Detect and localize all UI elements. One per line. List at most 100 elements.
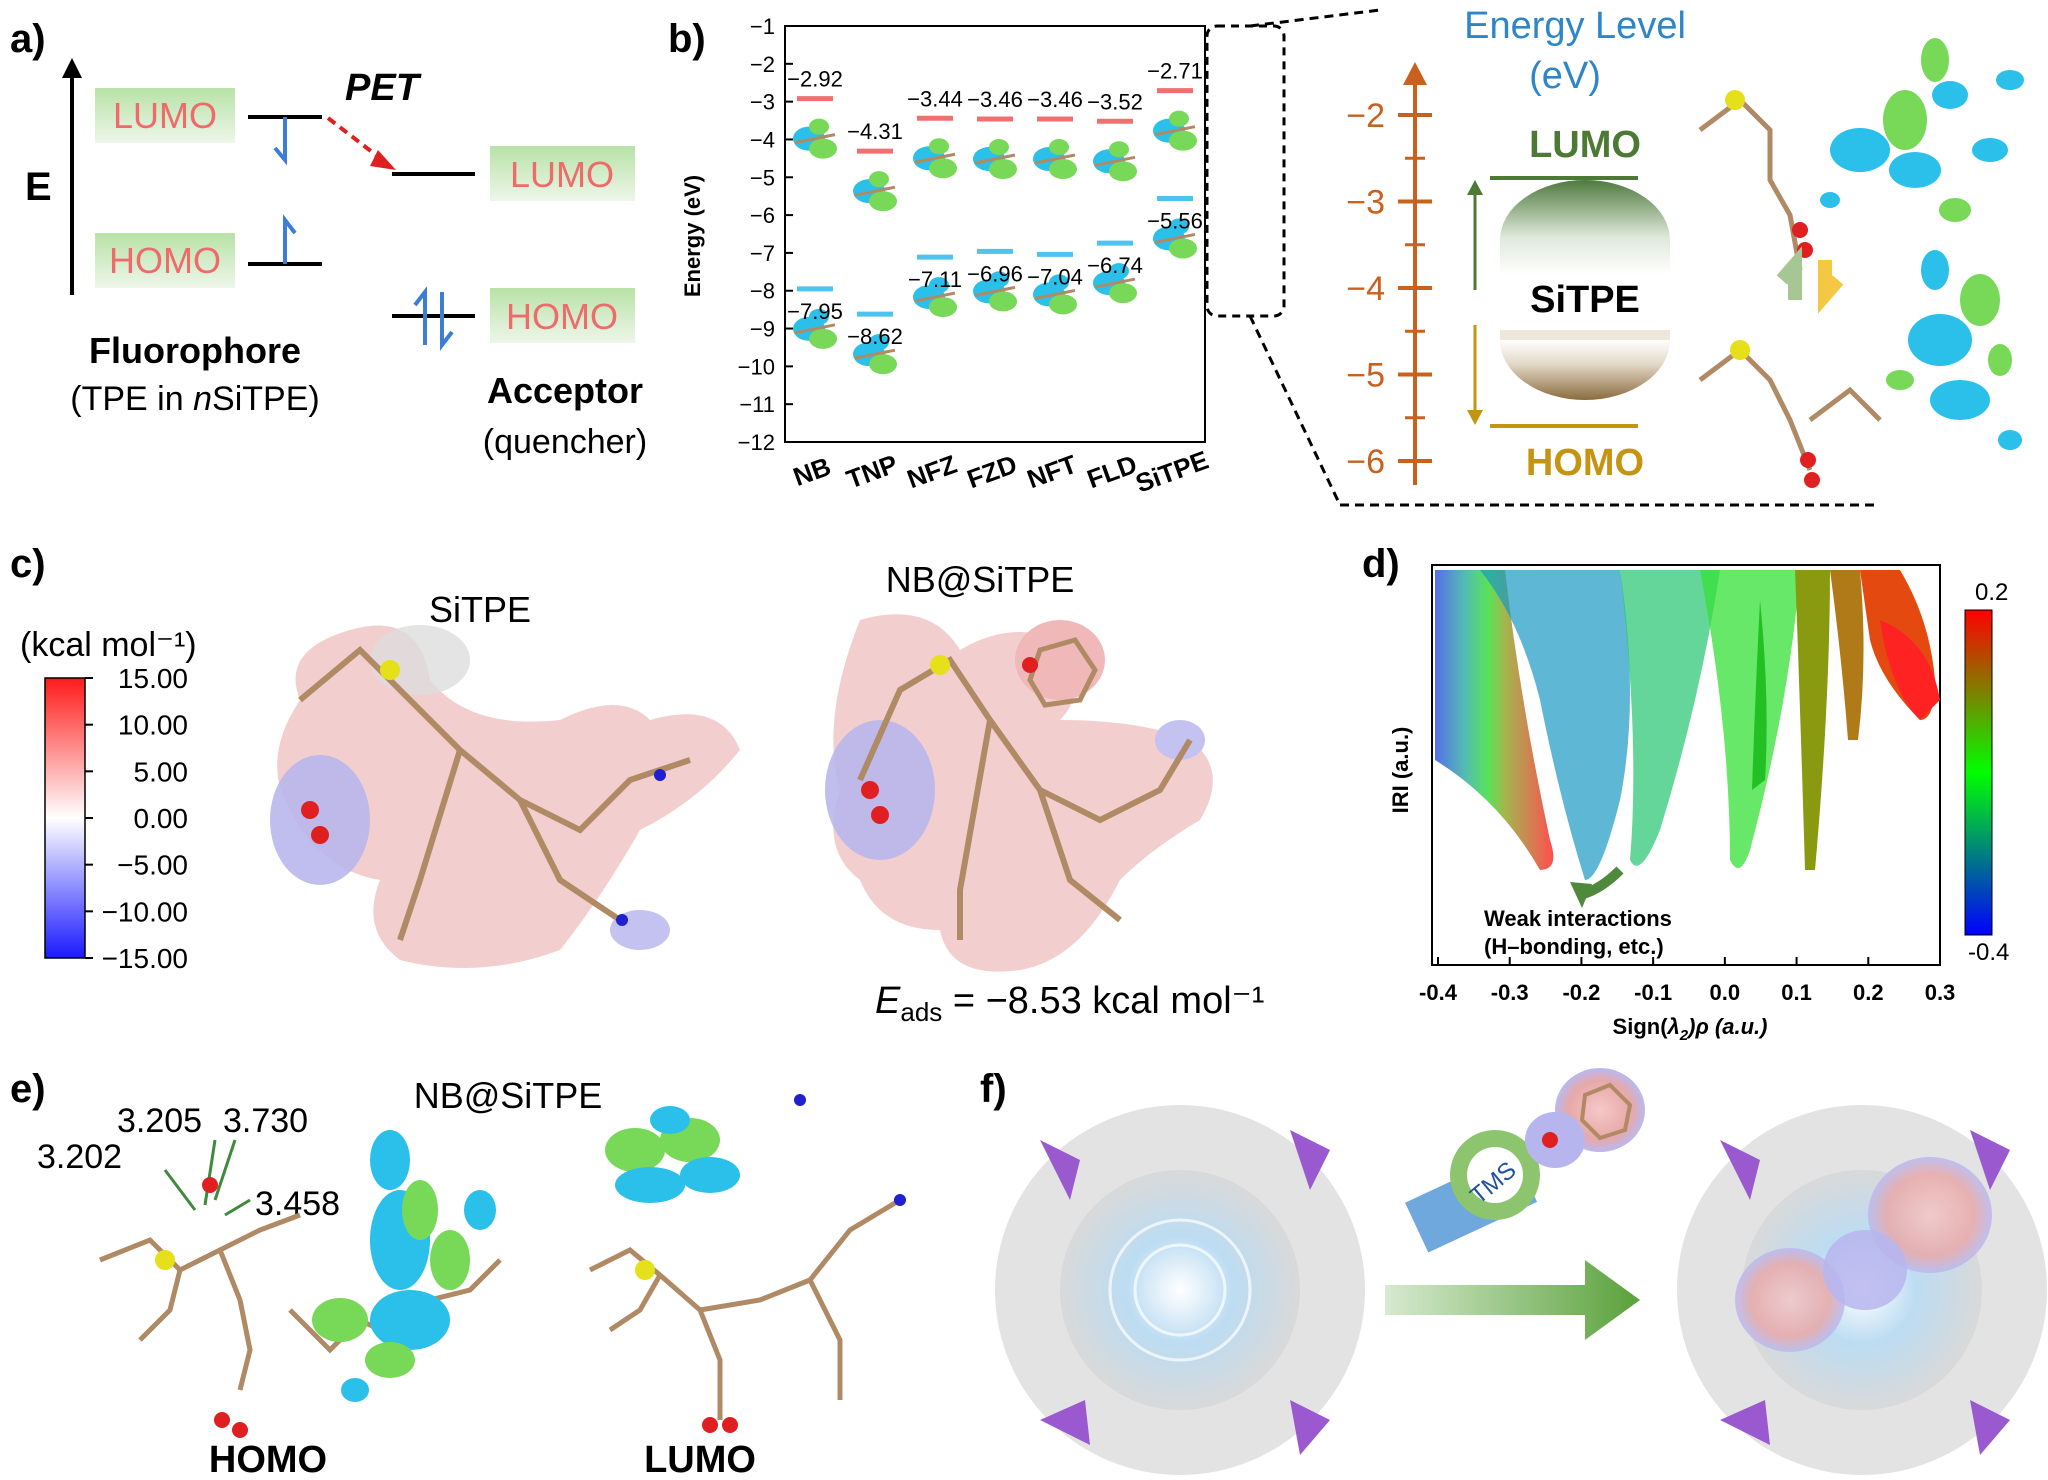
- fluorophore-title: Fluorophore: [89, 330, 301, 371]
- fluor-homo-label: HOMO: [109, 240, 221, 281]
- energy-ytick-label: −3: [750, 90, 775, 115]
- esp-colorbar-tick-label: −5.00: [117, 850, 188, 881]
- acc-homo-electron-down-icon: [440, 292, 454, 351]
- zoom-line-bottom: [1248, 315, 1342, 506]
- panel-c-label: c): [10, 542, 46, 586]
- inset-tick-label: −5: [1346, 357, 1385, 395]
- acc-lumo-box: [490, 146, 635, 201]
- sitpe-esp-surface-image: [270, 625, 740, 968]
- energy-plot-frame: [784, 25, 1206, 443]
- distance-label-3202: 3.202: [37, 1138, 122, 1176]
- pet-arrowhead-icon: [370, 150, 396, 170]
- adsorption-energy: Eads = −8.53 kcal mol⁻¹: [875, 980, 1264, 1027]
- energy-category-nfz: NFZ: [903, 449, 961, 495]
- energy-ytick-label: −1: [750, 14, 775, 39]
- energy-level-marks: −2.92−4.31−3.44 −3.46 −3.46 −3.52−2.71−7.95…: [787, 59, 1203, 350]
- lumo-value-sitpe: −2.71: [1147, 59, 1203, 84]
- lumo-value-nft: −3.46: [1027, 87, 1083, 112]
- homo-lobe-shape: [1500, 340, 1670, 400]
- orbital-image-fld-homo: [1093, 263, 1137, 304]
- orbital-image-nft-homo: [1033, 274, 1077, 315]
- distance-label-3205: 3.205: [117, 1102, 202, 1140]
- energy-yticks: −1 −2 −3 −4 −5 −6 −7 −8 −9 −10 −11 −12: [738, 14, 793, 455]
- inset-down-transfer-icon: [1818, 260, 1844, 314]
- inset-sitpe-label: SiTPE: [1530, 279, 1640, 321]
- esp-colorbar-tick-label: 5.00: [134, 756, 189, 787]
- acc-homo-label: HOMO: [506, 296, 618, 337]
- energy-ytick-label: −8: [750, 279, 775, 304]
- homo-value-sitpe: −5.56: [1147, 208, 1203, 233]
- orbital-image-fld-lumo: [1093, 141, 1137, 182]
- acc-lumo-label: LUMO: [510, 154, 614, 195]
- energy-ylabel: Energy (eV): [680, 175, 705, 297]
- energy-ytick-label: −10: [738, 354, 775, 379]
- weak-interaction-arrowhead: [1570, 882, 1592, 908]
- inset-down-arrowhead: [1467, 410, 1483, 425]
- orbital-image-nfz-lumo: [913, 138, 957, 179]
- lumo-caption: LUMO: [644, 1439, 756, 1480]
- weak-interactions-label-line1: Weak interactions: [1484, 906, 1672, 931]
- sitpe-homo-orbital-image: [1698, 250, 2022, 488]
- energy-category-nft: NFT: [1023, 449, 1081, 495]
- inset-tick-label: −2: [1346, 97, 1385, 135]
- energy-ytick-label: −2: [750, 52, 775, 77]
- acceptor-subtitle: (quencher): [483, 423, 647, 461]
- lumo-value-tnp: −4.31: [847, 119, 903, 144]
- nbsitpe-esp-surface-image: [825, 614, 1213, 972]
- energy-ytick-label: −4: [750, 127, 775, 152]
- orbital-image-fzd-lumo: [973, 139, 1017, 180]
- esp-colorbar-ticks: 15.00 10.00 5.00 0.00 −5.00 −10.00 −15.00: [85, 663, 188, 974]
- iri-xtick-label: -0.2: [1562, 980, 1600, 1005]
- fluorophore-subtitle: (TPE in nSiTPE): [70, 380, 319, 418]
- iri-xtick-label: -0.1: [1634, 980, 1672, 1005]
- fluor-lumo-electron-icon: [273, 117, 287, 166]
- iri-xlabel: Sign(λ2)ρ (a.u.): [1613, 1014, 1768, 1044]
- sitpe-highlight-box: [1205, 24, 1286, 318]
- lumo-value-fzd: −3.46: [967, 87, 1023, 112]
- inset-title-line2: (eV): [1529, 55, 1601, 97]
- zoom-line-top: [1249, 8, 1381, 28]
- energy-category-fzd: FZD: [963, 449, 1021, 494]
- iri-xtick-label: 0.3: [1925, 980, 1956, 1005]
- fluor-homo-box: [95, 233, 235, 288]
- lumo-orbital-image: [588, 1094, 906, 1433]
- inset-tick-label: −4: [1346, 270, 1385, 308]
- homo-orbital-image: [99, 1130, 502, 1438]
- energy-category-tnp: TNP: [842, 449, 901, 495]
- orbital-image-nft-lumo: [1033, 139, 1077, 180]
- inset-lumo-label: LUMO: [1529, 124, 1641, 166]
- panel-e-label: e): [10, 1067, 46, 1111]
- inset-axis-arrowhead: [1403, 62, 1427, 85]
- sitpe-esp-title: SiTPE: [429, 589, 531, 630]
- inset-axis-ticks: −2 −3 −4 −5 −6: [1346, 97, 1432, 481]
- molecular-orbital-images: [793, 110, 1197, 375]
- iri-xtick-label: 0.2: [1853, 980, 1884, 1005]
- panel-a-label: a): [10, 17, 46, 61]
- mof-pore-after-image: [1677, 1105, 2047, 1475]
- inset-up-transfer-icon: [1776, 246, 1802, 300]
- homo-value-nb: −7.95: [787, 299, 843, 324]
- acc-homo-electron-up-icon: [413, 286, 427, 345]
- iri-colorbar-max: 0.2: [1975, 579, 2008, 606]
- homo-value-nft: −7.04: [1027, 264, 1083, 289]
- homo-value-nfz: −7.11: [908, 267, 962, 292]
- iri-scatter-image: [1435, 570, 1940, 880]
- fluor-lumo-label: LUMO: [113, 95, 217, 136]
- esp-colorbar-tick-label: −10.00: [102, 896, 188, 927]
- panel-f-label: f): [980, 1067, 1007, 1111]
- energy-ytick-label: −6: [750, 203, 775, 228]
- fluor-lumo-box: [95, 88, 235, 143]
- process-arrow: [1385, 1260, 1640, 1340]
- orbital-image-fzd-homo: [973, 271, 1017, 312]
- inset-tick-label: −3: [1346, 184, 1385, 222]
- energy-axis-arrowhead: [62, 58, 82, 78]
- lumo-value-nfz: −3.44: [907, 86, 963, 111]
- distance-arrows: [163, 1139, 251, 1217]
- energy-ytick-label: −7: [750, 241, 775, 266]
- nb-molecule-icon: [1525, 1068, 1645, 1168]
- esp-colorbar-tick-label: 10.00: [118, 710, 188, 741]
- energy-ytick-label: −5: [750, 165, 775, 190]
- orbital-title: NB@SiTPE: [414, 1075, 603, 1116]
